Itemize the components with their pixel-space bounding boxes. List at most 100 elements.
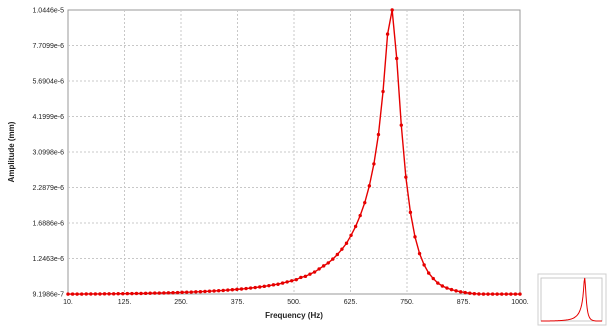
x-tick-label: 125. — [118, 299, 132, 306]
data-point — [198, 290, 203, 294]
data-point — [504, 292, 508, 296]
y-axis-title: Amplitude (mm) — [7, 121, 16, 182]
data-point — [116, 292, 120, 296]
data-point — [285, 280, 289, 284]
data-point — [422, 263, 426, 267]
data-point — [84, 292, 88, 296]
data-point — [89, 292, 93, 296]
data-point — [404, 175, 408, 179]
x-tick-label: 250. — [174, 299, 188, 306]
data-point — [463, 290, 467, 295]
data-point — [70, 292, 75, 296]
data-point — [509, 292, 513, 296]
data-point — [239, 287, 244, 291]
data-point — [180, 290, 184, 295]
data-point — [66, 292, 70, 296]
x-tick-label: 750. — [400, 299, 414, 306]
data-point — [468, 291, 472, 295]
data-point — [230, 288, 235, 292]
data-point — [458, 290, 463, 294]
data-point — [166, 291, 171, 295]
data-point — [312, 270, 317, 274]
x-tick-label: 625. — [344, 299, 358, 306]
data-point — [472, 292, 477, 296]
data-point — [139, 291, 143, 296]
data-point — [212, 289, 216, 293]
data-point — [417, 251, 422, 256]
data-point — [513, 292, 518, 296]
data-point — [276, 282, 280, 286]
data-point — [267, 283, 271, 288]
x-tick-label: 10. — [63, 299, 73, 306]
data-point — [111, 292, 116, 296]
x-tick-label: 1000. — [511, 299, 529, 306]
x-axis-title: Frequency (Hz) — [265, 311, 323, 320]
data-point — [426, 271, 431, 275]
data-point — [358, 213, 362, 218]
data-point — [258, 285, 262, 289]
data-point — [454, 289, 458, 293]
y-tick-label: 1.6886e-6 — [32, 221, 64, 228]
x-tick-label: 875. — [457, 299, 471, 306]
data-point — [194, 290, 198, 294]
data-point — [481, 292, 486, 296]
data-point — [102, 292, 107, 296]
data-point — [262, 284, 267, 289]
y-tick-label: 1.0446e-5 — [32, 8, 64, 15]
data-point — [121, 292, 125, 296]
data-point — [449, 287, 454, 292]
data-point — [372, 162, 376, 166]
data-point — [440, 284, 445, 288]
y-tick-label: 1.2463e-6 — [32, 256, 64, 263]
data-point — [253, 285, 257, 290]
data-point — [299, 275, 303, 280]
data-point — [431, 276, 435, 281]
data-point — [344, 241, 349, 245]
data-point — [207, 289, 212, 293]
x-tick-label: 500. — [287, 299, 301, 306]
data-point — [134, 291, 139, 296]
data-point — [385, 32, 390, 36]
data-point — [171, 291, 175, 295]
data-point — [271, 283, 276, 287]
data-point — [80, 292, 84, 296]
data-point — [303, 274, 308, 279]
data-point — [130, 291, 134, 296]
data-point — [162, 291, 166, 295]
data-point — [413, 235, 417, 239]
data-point — [157, 291, 162, 295]
data-point — [294, 277, 298, 282]
data-point — [381, 89, 385, 94]
data-point — [221, 288, 225, 293]
data-point — [490, 292, 495, 296]
x-tick-label: 375. — [231, 299, 245, 306]
y-tick-label: 2.2879e-6 — [32, 185, 64, 192]
data-point — [445, 286, 449, 290]
data-point — [189, 290, 193, 294]
data-point — [175, 290, 180, 295]
data-point — [280, 281, 285, 285]
data-point — [235, 287, 239, 292]
data-point — [500, 292, 504, 296]
data-point — [399, 123, 403, 127]
y-tick-label: 4.1999e-6 — [32, 114, 64, 121]
data-point — [226, 288, 230, 292]
series-line — [68, 9, 520, 295]
data-point — [248, 286, 253, 290]
data-point — [153, 291, 157, 295]
data-point — [349, 233, 353, 237]
data-point — [143, 291, 148, 296]
data-point — [75, 292, 79, 296]
y-tick-label: 5.6904e-6 — [32, 79, 64, 86]
data-point — [125, 291, 130, 296]
series-points — [66, 8, 522, 296]
data-point — [367, 184, 372, 188]
data-point — [363, 200, 367, 205]
data-point — [376, 132, 381, 137]
data-point — [335, 252, 340, 257]
data-point — [98, 292, 102, 296]
grid-lines — [68, 10, 520, 294]
data-point — [203, 289, 207, 294]
overview-thumbnail[interactable] — [537, 273, 607, 326]
